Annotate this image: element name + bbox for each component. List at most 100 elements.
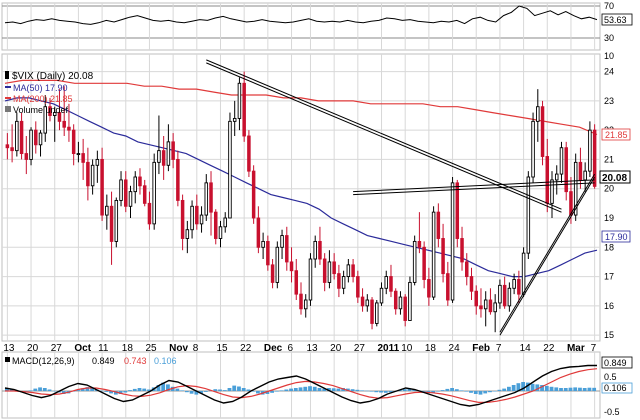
candle-body (554, 173, 559, 181)
candle (351, 259, 355, 283)
macd-histogram-bar (492, 391, 497, 392)
candle (422, 241, 426, 289)
candle (166, 124, 171, 172)
candle-body (507, 287, 512, 307)
macd-histogram-bar (237, 386, 241, 391)
ma50-line (4, 97, 598, 278)
candle-body (356, 276, 360, 298)
candle-body (431, 211, 436, 298)
candle (247, 130, 251, 177)
candle (76, 141, 81, 163)
macd-histogram-bar (90, 388, 95, 391)
candle-body (256, 217, 261, 248)
candle-body (351, 264, 355, 278)
macd-histogram-bar (293, 388, 298, 391)
macd-legend-icon (5, 357, 10, 362)
x-tick-label: 14 (520, 343, 532, 354)
x-tick-label: 20 (330, 343, 342, 354)
candle-body (303, 299, 308, 310)
candle-body (450, 182, 455, 301)
candle-body (176, 158, 180, 201)
candle (573, 153, 578, 221)
candle (270, 259, 275, 289)
macd-histogram-bar (274, 391, 279, 392)
x-tick-label: 22 (240, 343, 252, 354)
candle (100, 147, 104, 221)
macd-histogram-bar (303, 386, 308, 391)
candle-body (479, 305, 483, 310)
candle (289, 247, 294, 283)
candle (578, 147, 583, 189)
candle-body (412, 240, 417, 283)
candle (512, 273, 516, 295)
x-tick-label: Nov (169, 343, 188, 354)
candle (67, 103, 71, 142)
candle-body (488, 299, 493, 313)
candle-body (247, 135, 251, 172)
candle (498, 279, 502, 309)
macd-histogram-bar (147, 389, 151, 391)
candle (176, 150, 180, 207)
candle (161, 136, 166, 180)
candle (360, 288, 365, 312)
macd-histogram-bar (256, 391, 260, 394)
macd-histogram-bar (459, 390, 464, 391)
ma200-value-box (601, 128, 631, 141)
candle (493, 294, 497, 333)
macd-signal-line (5, 368, 598, 403)
candle (346, 259, 351, 283)
macd-panel: MACD(12,26,9) 0.849 0.743 0.106 0.849 0.… (1, 351, 633, 419)
candle-body (422, 246, 426, 280)
x-tick-label: 7 (496, 343, 502, 354)
candle-body (161, 150, 166, 166)
price-y-tick: 20 (604, 184, 614, 194)
macd-histogram-bar (464, 391, 469, 392)
macd-histogram-bar (331, 388, 336, 391)
macd-legend-signal: 0.743 (124, 356, 147, 366)
candle (119, 171, 123, 207)
legend-icon-volume (5, 106, 11, 112)
macd-histogram (5, 382, 597, 395)
candle-body (393, 290, 398, 310)
candle-body (138, 176, 142, 187)
x-tick-label: 20 (27, 343, 39, 354)
x-tick-label: 22 (543, 343, 555, 354)
macd-histogram-bar (241, 388, 246, 391)
price-y-axis: 24232221201918171615 (604, 67, 614, 341)
candle-body (474, 290, 478, 307)
candle-body (266, 240, 270, 266)
candle (95, 150, 100, 183)
x-tick-label: 10 (401, 343, 413, 354)
candle (275, 241, 280, 289)
legend-ma200: MA(200) 21.85 (13, 94, 73, 104)
candle-body (133, 176, 137, 193)
candle-body (195, 205, 199, 225)
candle (455, 179, 460, 248)
candle (43, 95, 48, 142)
candle (62, 86, 66, 136)
candle-body (10, 147, 14, 152)
candle (379, 282, 384, 306)
macd-tick-neg-0.5: -0.5 (604, 407, 620, 417)
last-value-box (599, 170, 631, 184)
macd-histogram-bar (431, 391, 436, 393)
candle-body (465, 261, 469, 278)
candle-body (251, 170, 256, 219)
candle-body (308, 258, 313, 301)
macd-histogram-bar (345, 388, 350, 391)
candle (109, 191, 114, 265)
macd-histogram-bar (213, 389, 218, 391)
candle (152, 153, 156, 230)
candle (90, 159, 95, 195)
candle (266, 235, 270, 271)
macd-legend-prefix: MACD(12,26,9) (12, 356, 75, 366)
candle (237, 77, 242, 131)
candle (204, 174, 209, 221)
macd-histogram-bar (407, 388, 412, 391)
candle-body (545, 156, 550, 204)
candle (384, 270, 389, 295)
candle-body (536, 106, 540, 122)
candle (81, 138, 85, 180)
price-y-tick: 24 (604, 67, 614, 77)
candle-body (460, 238, 464, 263)
